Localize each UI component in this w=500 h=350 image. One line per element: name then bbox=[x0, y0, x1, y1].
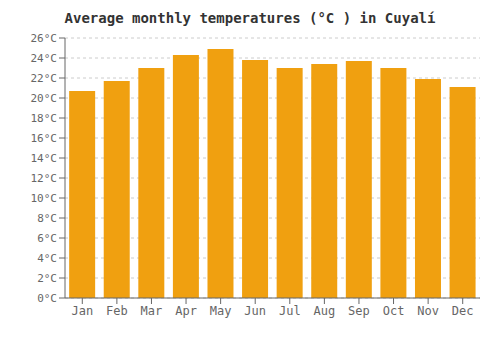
svg-text:Apr: Apr bbox=[175, 304, 197, 318]
svg-text:Dec: Dec bbox=[452, 304, 474, 318]
svg-text:Sep: Sep bbox=[348, 304, 370, 318]
svg-text:24°C: 24°C bbox=[31, 52, 58, 65]
svg-text:16°C: 16°C bbox=[31, 132, 58, 145]
svg-text:Jul: Jul bbox=[279, 304, 301, 318]
svg-text:0°C: 0°C bbox=[37, 292, 57, 305]
svg-text:Oct: Oct bbox=[383, 304, 405, 318]
svg-text:Aug: Aug bbox=[314, 304, 336, 318]
svg-text:8°C: 8°C bbox=[37, 212, 57, 225]
svg-text:2°C: 2°C bbox=[37, 272, 57, 285]
svg-text:Mar: Mar bbox=[141, 304, 163, 318]
svg-text:10°C: 10°C bbox=[31, 192, 58, 205]
svg-text:Nov: Nov bbox=[417, 304, 439, 318]
svg-text:Jun: Jun bbox=[244, 304, 266, 318]
svg-text:6°C: 6°C bbox=[37, 232, 57, 245]
svg-text:4°C: 4°C bbox=[37, 252, 57, 265]
svg-text:Jan: Jan bbox=[71, 304, 93, 318]
svg-text:12°C: 12°C bbox=[31, 172, 58, 185]
svg-text:Feb: Feb bbox=[106, 304, 128, 318]
html-text:Average monthly temperatures (: Average monthly temperatures (°C ) in Cu… bbox=[64, 10, 436, 26]
svg-text:20°C: 20°C bbox=[31, 92, 58, 105]
svg-text:22°C: 22°C bbox=[31, 72, 58, 85]
svg-text:18°C: 18°C bbox=[31, 112, 58, 125]
svg-text:14°C: 14°C bbox=[31, 152, 58, 165]
svg-text:May: May bbox=[210, 304, 232, 318]
svg-text:26°C: 26°C bbox=[31, 32, 58, 45]
